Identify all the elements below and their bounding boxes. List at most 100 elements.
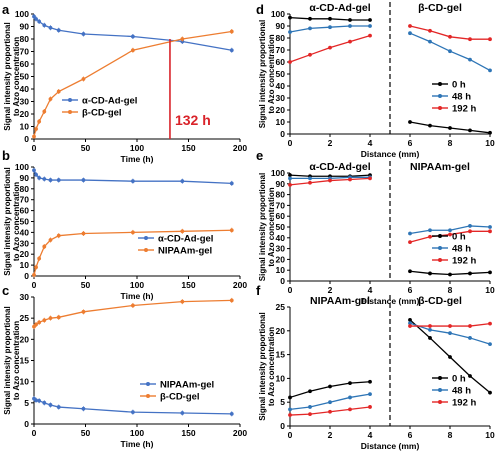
y-axis-title-line: Signal intensity proportional [258, 312, 267, 420]
data-point [81, 406, 86, 411]
data-point [288, 60, 292, 64]
y-tick-label: 15 [276, 350, 286, 360]
x-tick-label: 50 [81, 143, 91, 153]
legend-label: 0 h [452, 232, 466, 243]
y-axis-title-line: Signal intensity proportional [3, 22, 12, 130]
data-point [288, 176, 292, 181]
data-point [348, 407, 352, 412]
series-3 [288, 321, 492, 417]
data-point [32, 14, 36, 19]
data-point [368, 392, 372, 397]
data-point [408, 240, 412, 245]
y-tick-label: 20 [276, 326, 286, 336]
y-tick-label: 70 [276, 45, 286, 55]
y-tick-label: 40 [20, 227, 30, 237]
data-point [308, 405, 312, 409]
legend-marker [146, 394, 150, 398]
data-point [130, 48, 135, 53]
y-axis-title-line: to Azo concentration [12, 37, 21, 116]
x-tick-label: 200 [233, 428, 247, 438]
data-point [348, 395, 352, 400]
legend-marker [68, 110, 72, 114]
data-point [308, 389, 312, 394]
right-gel-label: β-CD-gel [418, 295, 462, 307]
data-point [308, 412, 312, 416]
x-tick-label: 8 [448, 430, 453, 440]
y-tick-label: 0 [280, 129, 285, 139]
series-2 [32, 227, 234, 278]
y-tick-label: 60 [20, 59, 30, 69]
y-tick-label: 80 [20, 34, 30, 44]
data-point [229, 298, 234, 303]
data-point [448, 331, 452, 336]
y-tick-label: 30 [276, 93, 286, 103]
y-axis-title: Signal intensity proportionalto Azo conc… [258, 312, 276, 420]
series-1 [32, 396, 234, 417]
y-tick-label: 20 [20, 249, 30, 259]
y-axis-title-line: Signal intensity proportional [258, 173, 267, 281]
y-tick-label: 0 [280, 276, 285, 286]
data-point [348, 18, 352, 22]
data-point [130, 34, 135, 39]
data-point [32, 168, 36, 173]
x-tick-label: 2 [328, 430, 333, 440]
data-point [488, 229, 492, 234]
data-point [488, 37, 492, 42]
data-point [288, 395, 292, 400]
y-tick-label: 60 [20, 206, 30, 216]
legend-label: NIPAAm-gel [158, 246, 212, 257]
data-point [288, 30, 292, 34]
y-tick-label: 100 [15, 162, 29, 172]
data-point [348, 381, 352, 386]
data-point [408, 31, 412, 36]
legend-marker [438, 82, 442, 86]
data-point [428, 271, 432, 276]
series-line [289, 381, 371, 399]
x-tick-label: 0 [288, 285, 293, 295]
data-point [288, 407, 292, 412]
legend-label: 48 h [452, 244, 471, 255]
y-axis-title: Signal intensity proportionalto Azo conc… [3, 22, 21, 130]
data-point [180, 179, 185, 184]
data-point [180, 229, 185, 234]
left-gel-label: NIPAAm-gel [310, 295, 370, 307]
x-tick-label: 100 [130, 428, 144, 438]
series-2 [288, 24, 492, 73]
data-point [37, 176, 42, 180]
series-1 [32, 14, 234, 53]
y-tick-label: 25 [20, 313, 30, 323]
data-point [81, 309, 86, 314]
data-point [288, 173, 292, 178]
y-tick-label: 90 [276, 21, 286, 31]
data-point [48, 238, 53, 242]
data-point [348, 24, 352, 28]
data-point [34, 127, 38, 131]
y-axis-title-line: to Azo concentration [267, 34, 276, 113]
y-axis-title-line: to Azo concentration [267, 187, 276, 266]
x-tick-label: 4 [368, 138, 373, 148]
y-tick-label: 70 [20, 47, 30, 57]
data-point [468, 57, 472, 62]
legend-label: 48 h [452, 386, 471, 397]
x-tick-label: 0 [32, 428, 37, 438]
data-point [56, 315, 61, 320]
left-gel-label: α-CD-Ad-gel [309, 2, 370, 14]
y-tick-label: 40 [20, 84, 30, 94]
data-point [130, 230, 135, 235]
y-axis-title-line: to Azo concentration [12, 321, 21, 400]
data-point [308, 52, 312, 57]
data-point [328, 384, 332, 389]
data-point [34, 17, 38, 21]
y-tick-label: 10 [20, 377, 30, 387]
data-point [42, 23, 47, 28]
data-point [448, 232, 452, 237]
data-point [180, 37, 185, 41]
data-point [48, 178, 53, 182]
data-point [488, 390, 492, 395]
y-tick-label: 40 [276, 233, 286, 243]
annotation-label: 132 h [175, 112, 211, 128]
y-axis-title: Signal intensity proportionalto Azo conc… [258, 173, 276, 281]
